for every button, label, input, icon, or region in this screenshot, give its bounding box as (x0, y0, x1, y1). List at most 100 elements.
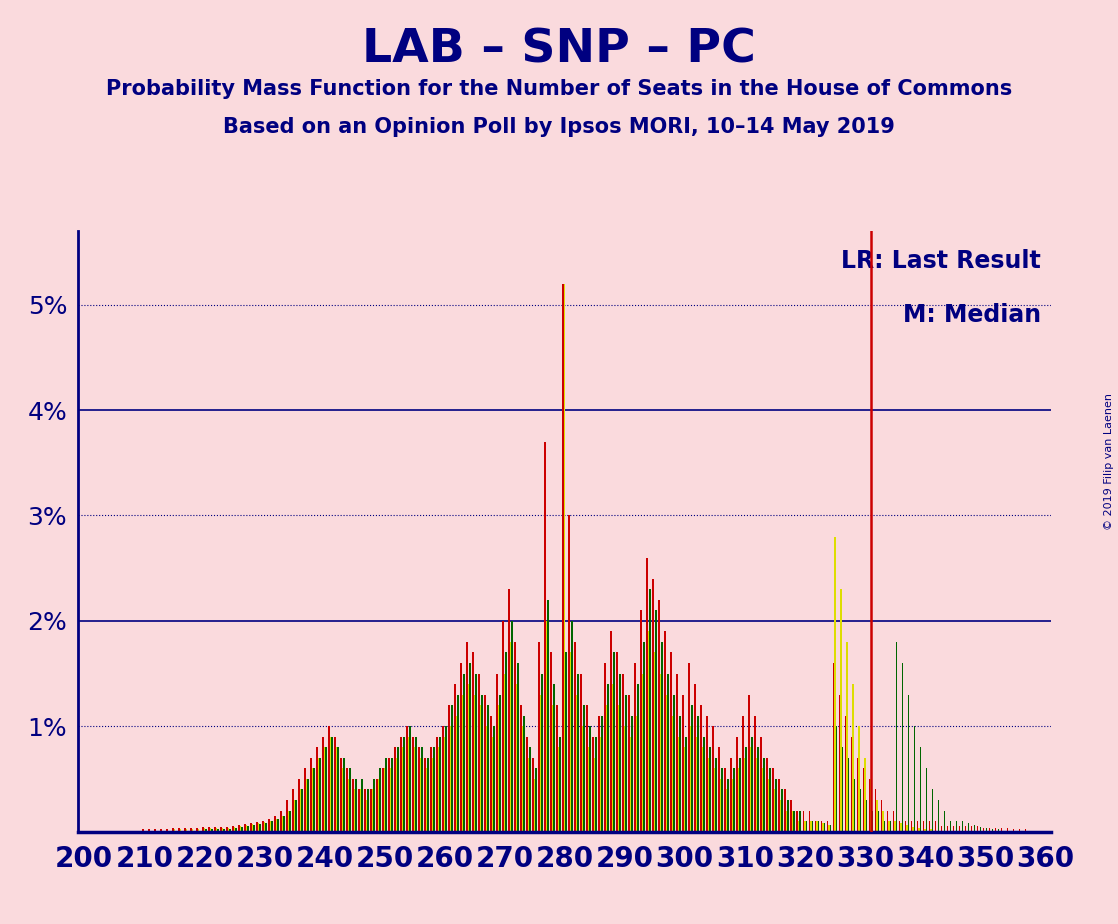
Bar (228, 829, 229, 832)
Bar (768, 779, 769, 832)
Bar (1001, 829, 1002, 832)
Bar (654, 652, 655, 832)
Bar (733, 769, 735, 832)
Bar (632, 716, 633, 832)
Bar (698, 716, 699, 832)
Bar (860, 789, 861, 832)
Bar (224, 830, 225, 832)
Bar (624, 726, 625, 832)
Bar (720, 779, 721, 832)
Bar (655, 611, 657, 832)
Bar (978, 831, 979, 832)
Bar (844, 716, 846, 832)
Bar (536, 769, 537, 832)
Bar (682, 695, 684, 832)
Bar (918, 829, 920, 832)
Bar (619, 674, 620, 832)
Bar (500, 695, 501, 832)
Bar (172, 829, 173, 832)
Bar (462, 695, 463, 832)
Bar (84, 831, 85, 832)
Text: Based on an Opinion Poll by Ipsos MORI, 10–14 May 2019: Based on an Opinion Poll by Ipsos MORI, … (224, 117, 894, 138)
Bar (110, 831, 111, 832)
Bar (666, 695, 667, 832)
Bar (295, 800, 296, 832)
Bar (370, 789, 371, 832)
Bar (208, 827, 209, 832)
Bar (457, 695, 458, 832)
Bar (181, 831, 182, 832)
Bar (571, 621, 572, 832)
Bar (716, 758, 717, 832)
Bar (550, 652, 552, 832)
Bar (523, 716, 524, 832)
Bar (287, 810, 290, 832)
Bar (894, 821, 896, 832)
Bar (148, 830, 150, 832)
Bar (596, 736, 597, 832)
Bar (1032, 831, 1034, 832)
Bar (139, 831, 141, 832)
Bar (408, 736, 409, 832)
Bar (234, 827, 235, 832)
Bar (575, 642, 576, 832)
Bar (835, 726, 837, 832)
Bar (798, 821, 799, 832)
Bar (977, 826, 978, 832)
Bar (685, 736, 686, 832)
Bar (548, 600, 549, 832)
Bar (155, 831, 157, 832)
Bar (931, 789, 934, 832)
Bar (948, 831, 949, 832)
Bar (487, 705, 489, 832)
Bar (511, 621, 513, 832)
Bar (353, 789, 356, 832)
Bar (432, 758, 434, 832)
Bar (778, 779, 780, 832)
Bar (475, 674, 476, 832)
Bar (965, 826, 966, 832)
Bar (190, 829, 191, 832)
Bar (196, 829, 198, 832)
Bar (163, 831, 164, 832)
Bar (870, 779, 872, 832)
Bar (467, 684, 470, 832)
Bar (691, 705, 693, 832)
Bar (833, 663, 834, 832)
Bar (851, 736, 852, 832)
Bar (563, 284, 566, 832)
Bar (997, 830, 999, 832)
Bar (180, 830, 181, 832)
Bar (872, 810, 873, 832)
Bar (724, 769, 726, 832)
Bar (618, 705, 619, 832)
Bar (610, 631, 612, 832)
Bar (456, 716, 457, 832)
Bar (942, 831, 944, 832)
Text: © 2019 Filip van Laenen: © 2019 Filip van Laenen (1105, 394, 1114, 530)
Bar (1013, 830, 1014, 832)
Bar (371, 789, 373, 832)
Bar (300, 789, 301, 832)
Bar (282, 816, 283, 832)
Bar (906, 825, 908, 832)
Bar (395, 748, 396, 832)
Bar (253, 825, 255, 832)
Bar (390, 769, 391, 832)
Bar (995, 829, 996, 832)
Bar (97, 831, 98, 832)
Text: Probability Mass Function for the Number of Seats in the House of Commons: Probability Mass Function for the Number… (106, 79, 1012, 99)
Bar (539, 642, 540, 832)
Bar (887, 810, 888, 832)
Bar (966, 831, 967, 832)
Bar (415, 736, 417, 832)
Bar (145, 831, 146, 832)
Bar (540, 695, 541, 832)
Bar (695, 736, 698, 832)
Bar (150, 831, 151, 832)
Bar (238, 825, 239, 832)
Bar (746, 748, 747, 832)
Bar (828, 825, 830, 832)
Bar (774, 789, 776, 832)
Bar (953, 826, 954, 832)
